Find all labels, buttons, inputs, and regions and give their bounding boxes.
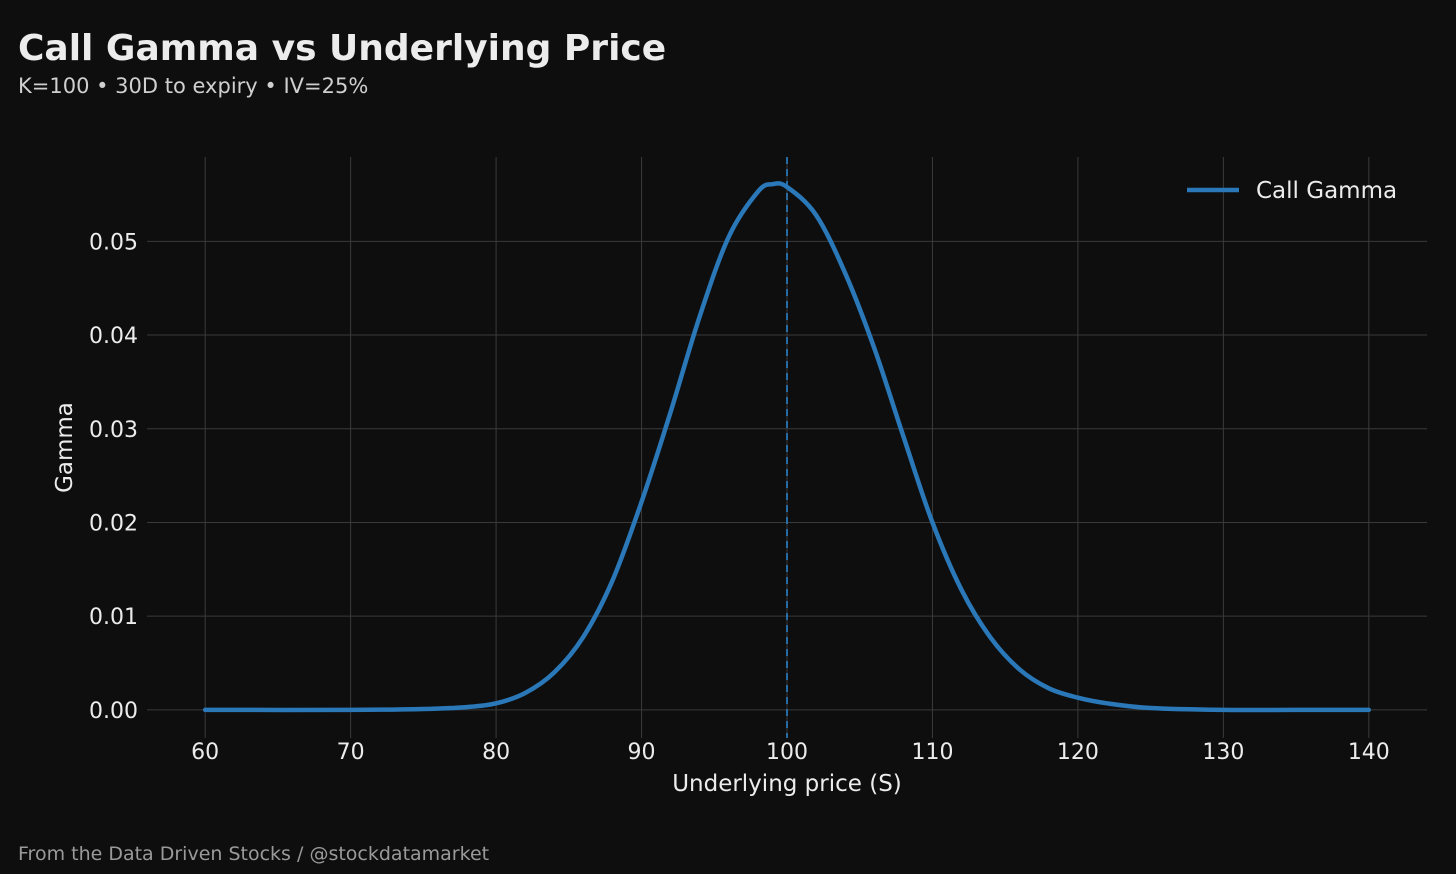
y-tick-label: 0.05 (89, 230, 138, 255)
y-tick-label: 0.02 (89, 511, 138, 536)
x-tick-label: 140 (1348, 740, 1390, 765)
y-tick-label: 0.00 (89, 699, 138, 724)
chart-subtitle: K=100 • 30D to expiry • IV=25% (18, 74, 369, 98)
x-tick-label: 60 (191, 740, 219, 765)
x-tick-label: 130 (1202, 740, 1244, 765)
x-tick-label: 80 (482, 740, 510, 765)
x-tick-label: 120 (1057, 740, 1099, 765)
y-tick-label: 0.04 (89, 324, 138, 349)
legend-label-call-gamma: Call Gamma (1256, 178, 1397, 204)
x-tick-label: 90 (628, 740, 656, 765)
legend: Call Gamma (1187, 178, 1397, 204)
y-tick-label: 0.03 (89, 418, 138, 443)
y-axis-label: Gamma (52, 402, 78, 493)
y-axis-ticks: 0.00 0.01 0.02 0.03 0.04 0.05 (89, 230, 138, 724)
series-line-call-gamma (202, 181, 1372, 713)
footer-credit: From the Data Driven Stocks / @stockdata… (18, 843, 490, 865)
x-tick-label: 100 (766, 740, 808, 765)
chart-title: Call Gamma vs Underlying Price (18, 28, 667, 69)
x-axis-label: Underlying price (S) (672, 771, 902, 797)
y-tick-label: 0.01 (89, 605, 138, 630)
series-group (202, 181, 1372, 713)
x-tick-label: 110 (911, 740, 953, 765)
x-tick-label: 70 (337, 740, 365, 765)
x-axis-ticks: 60 70 80 90 100 110 120 130 140 (191, 740, 1390, 765)
